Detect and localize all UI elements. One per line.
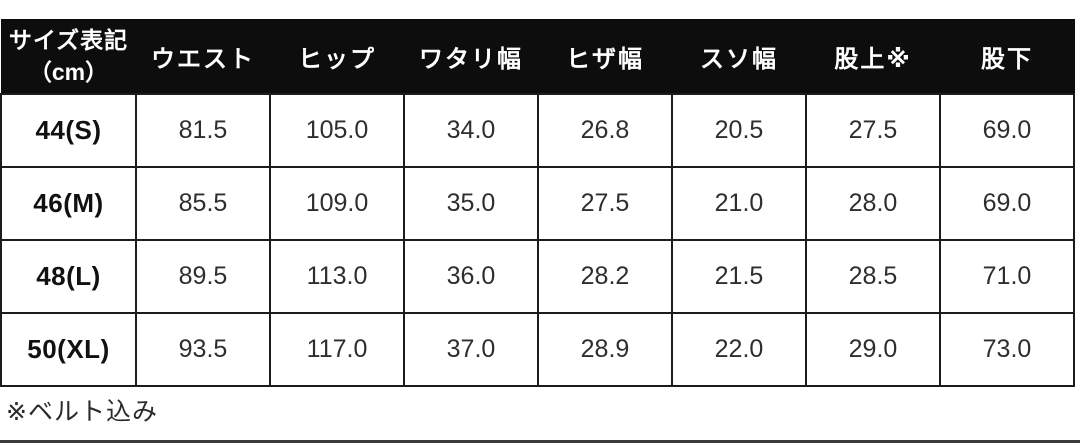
table-row-50xl: 50(XL) 93.5 117.0 37.0 28.9 22.0 29.0 73…	[0, 312, 1075, 387]
size-table: サイズ表記 （cm） ウエスト ヒップ ワタリ幅 ヒザ幅 スソ幅 股上※ 股下 …	[0, 19, 1075, 387]
table-cell: 93.5	[135, 312, 271, 387]
table-cell: 28.9	[537, 312, 673, 387]
size-cell: 46(M)	[0, 166, 137, 241]
table-cell: 28.5	[805, 239, 941, 314]
col-header-size: サイズ表記 （cm）	[0, 19, 137, 95]
table-cell: 28.2	[537, 239, 673, 314]
table-cell: 117.0	[269, 312, 405, 387]
table-cell: 113.0	[269, 239, 405, 314]
table-cell: 89.5	[135, 239, 271, 314]
col-header-rise: 股上※	[805, 19, 941, 95]
belt-note: ※ベルト込み	[6, 398, 158, 426]
bottom-divider	[0, 440, 1080, 443]
size-chart: サイズ表記 （cm） ウエスト ヒップ ワタリ幅 ヒザ幅 スソ幅 股上※ 股下 …	[0, 19, 1075, 387]
table-cell: 35.0	[403, 166, 539, 241]
table-cell: 81.5	[135, 93, 271, 168]
table-cell: 36.0	[403, 239, 539, 314]
size-cell: 44(S)	[0, 93, 137, 168]
table-cell: 22.0	[671, 312, 807, 387]
table-cell: 21.5	[671, 239, 807, 314]
col-header-thigh-width: ワタリ幅	[403, 19, 539, 95]
table-row-48l: 48(L) 89.5 113.0 36.0 28.2 21.5 28.5 71.…	[0, 239, 1075, 314]
table-cell: 69.0	[939, 166, 1075, 241]
table-cell: 34.0	[403, 93, 539, 168]
size-label: サイズ表記	[8, 27, 129, 54]
table-cell: 37.0	[403, 312, 539, 387]
size-cell: 48(L)	[0, 239, 137, 314]
table-cell: 69.0	[939, 93, 1075, 168]
col-header-waist: ウエスト	[135, 19, 271, 95]
table-cell: 105.0	[269, 93, 405, 168]
table-cell: 29.0	[805, 312, 941, 387]
table-cell: 73.0	[939, 312, 1075, 387]
table-cell: 27.5	[805, 93, 941, 168]
size-unit: （cm）	[28, 58, 109, 85]
col-header-inseam: 股下	[939, 19, 1075, 95]
col-header-knee-width: ヒザ幅	[537, 19, 673, 95]
table-row-44s: 44(S) 81.5 105.0 34.0 26.8 20.5 27.5 69.…	[0, 93, 1075, 168]
table-cell: 71.0	[939, 239, 1075, 314]
col-header-hem-width: スソ幅	[671, 19, 807, 95]
size-cell: 50(XL)	[0, 312, 137, 387]
table-cell: 109.0	[269, 166, 405, 241]
table-cell: 85.5	[135, 166, 271, 241]
table-cell: 26.8	[537, 93, 673, 168]
col-header-hip: ヒップ	[269, 19, 405, 95]
header-row: サイズ表記 （cm） ウエスト ヒップ ワタリ幅 ヒザ幅 スソ幅 股上※ 股下	[0, 19, 1075, 95]
table-cell: 27.5	[537, 166, 673, 241]
table-cell: 20.5	[671, 93, 807, 168]
table-row-46m: 46(M) 85.5 109.0 35.0 27.5 21.0 28.0 69.…	[0, 166, 1075, 241]
table-cell: 21.0	[671, 166, 807, 241]
table-cell: 28.0	[805, 166, 941, 241]
